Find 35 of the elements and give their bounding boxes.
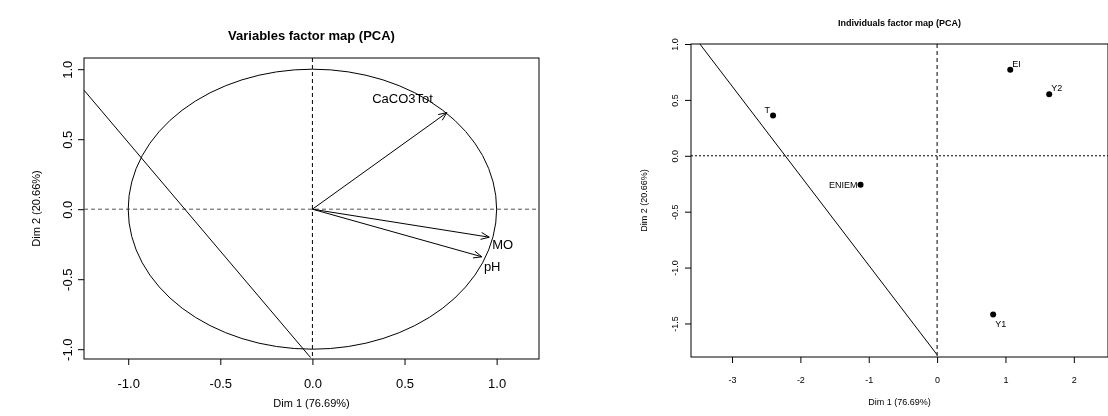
x-axis-title: Dim 1 (76.69%) bbox=[868, 397, 931, 407]
y-tick-label: -1.5 bbox=[669, 316, 680, 332]
annotation: Y2 bbox=[1051, 83, 1063, 94]
x-tick-label: -3 bbox=[728, 375, 737, 386]
annotation: pH bbox=[483, 258, 501, 274]
x-tick-label: 1 bbox=[1003, 375, 1009, 386]
y-axis-title: Dim 2 (20.66%) bbox=[30, 170, 42, 247]
x-tick-label: 0.5 bbox=[395, 376, 415, 392]
chart-title: Individuals factor map (PCA) bbox=[837, 18, 962, 28]
y-tick-label: -1.0 bbox=[669, 260, 680, 276]
y-axis-title: Dim 2 (20.66%) bbox=[639, 169, 649, 232]
y-tick-label: 1.0 bbox=[669, 38, 680, 51]
x-tick-label: 0 bbox=[935, 375, 941, 386]
x-tick-label: -0.5 bbox=[209, 376, 233, 392]
x-tick-label: -2 bbox=[796, 375, 805, 386]
y-tick-label: 0.0 bbox=[60, 200, 76, 219]
x-tick-label: 1.0 bbox=[488, 376, 507, 392]
x-tick-label: 2 bbox=[1071, 375, 1077, 386]
annotation: EI bbox=[1012, 58, 1021, 69]
y-tick-label: -0.5 bbox=[669, 204, 680, 220]
x-tick-label: -1 bbox=[865, 375, 874, 386]
annotation: MO bbox=[492, 237, 514, 253]
chart-title: Variables factor map (PCA) bbox=[228, 28, 395, 43]
y-tick-label: 0.0 bbox=[669, 150, 680, 163]
x-tick-label: -1.0 bbox=[117, 376, 140, 392]
y-tick-label: -0.5 bbox=[60, 268, 76, 291]
annotation: ENIEM bbox=[829, 179, 858, 190]
y-tick-label: -1.0 bbox=[60, 338, 76, 361]
y-tick-label: 0.5 bbox=[669, 94, 680, 107]
annotation: Y1 bbox=[995, 318, 1007, 329]
y-tick-label: 1.0 bbox=[60, 60, 76, 79]
annotation: T bbox=[764, 104, 771, 115]
x-axis-title: Dim 1 (76.69%) bbox=[273, 397, 350, 409]
y-tick-label: 0.5 bbox=[60, 130, 76, 149]
x-tick-label: 0.0 bbox=[303, 376, 322, 392]
